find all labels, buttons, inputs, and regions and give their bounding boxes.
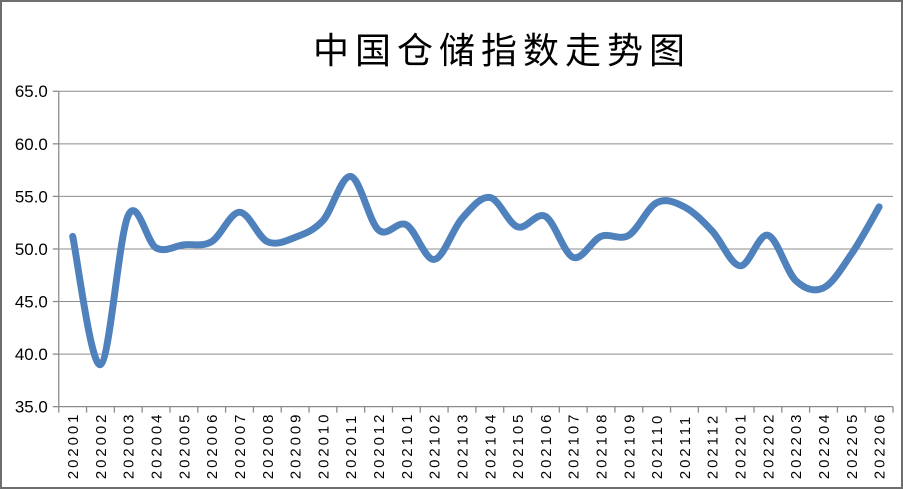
x-tick-label: 202201 — [734, 412, 750, 479]
x-tick-label: 202206 — [873, 412, 889, 479]
x-tick-label: 202102 — [428, 412, 444, 479]
x-tick-label: 202108 — [594, 412, 610, 479]
x-tick-label: 202109 — [622, 412, 638, 479]
x-tick-label: 202205 — [845, 412, 861, 479]
y-tick-label: 40.0 — [15, 345, 48, 364]
y-tick-label: 35.0 — [15, 398, 48, 417]
x-tick-label: 202006 — [205, 412, 221, 479]
x-tick-label: 202112 — [706, 413, 722, 479]
x-tick-label: 202007 — [233, 412, 249, 479]
x-tick-label: 202105 — [511, 412, 527, 479]
x-tick-label: 202202 — [761, 412, 777, 479]
x-tick-label: 202012 — [372, 412, 388, 479]
x-tick-label: 202011 — [344, 413, 360, 479]
x-tick-label: 202110 — [650, 413, 666, 479]
chart-title: 中国仓储指数走势图 — [312, 31, 691, 71]
x-tick-label: 202101 — [400, 412, 416, 479]
index-line-series — [69, 172, 883, 369]
x-tick-label: 202204 — [817, 412, 833, 479]
x-tick-label: 202010 — [316, 412, 332, 479]
y-tick-label: 50.0 — [15, 240, 48, 259]
x-tick-label: 202005 — [177, 412, 193, 479]
y-tick-label: 55.0 — [15, 187, 48, 206]
x-tick-label: 202106 — [539, 412, 555, 479]
x-tick-label: 202203 — [789, 412, 805, 479]
x-tick-label: 202004 — [150, 412, 166, 479]
y-tick-label: 45.0 — [15, 293, 48, 312]
x-tick-label: 202111 — [678, 414, 694, 479]
x-tick-label: 202008 — [261, 412, 277, 479]
y-tick-label: 60.0 — [15, 135, 48, 154]
x-tick-label: 202107 — [567, 412, 583, 479]
x-tick-label: 202009 — [289, 412, 305, 479]
x-tick-label: 202003 — [122, 412, 138, 479]
x-tick-label: 202103 — [455, 412, 471, 479]
x-tick-label: 202001 — [66, 412, 82, 479]
x-tick-label: 202104 — [483, 412, 499, 479]
x-tick-label: 202002 — [94, 412, 110, 479]
y-tick-label: 65.0 — [15, 82, 48, 101]
